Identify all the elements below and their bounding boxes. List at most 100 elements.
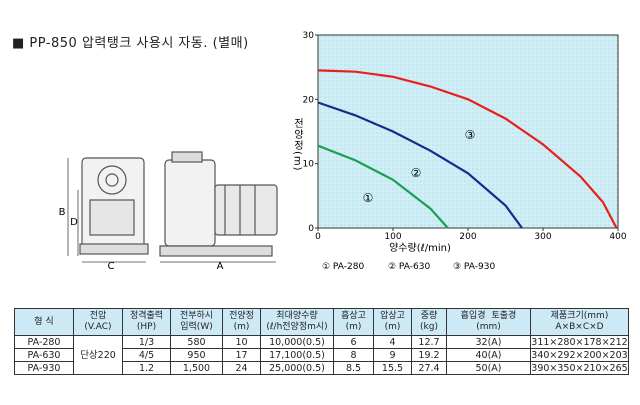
curve xyxy=(317,69,618,229)
curve xyxy=(317,101,523,229)
header-cell: 압상고 (m) xyxy=(373,308,412,336)
drawings: B D C A xyxy=(59,151,278,272)
dimension-label: C xyxy=(108,261,115,272)
x-tick-label: 100 xyxy=(384,232,401,242)
header-text: 전양정 xyxy=(229,311,254,321)
header-text: (kg) xyxy=(420,322,438,332)
y-tick-label: 10 xyxy=(303,160,315,170)
header-text: 압상고 xyxy=(380,311,405,321)
header-cell: 제품크기(mm) A×B×C×D xyxy=(530,308,629,336)
pump-side xyxy=(159,151,278,257)
header-text: (mm) xyxy=(476,322,501,332)
table-cell: 340×292×200×203 xyxy=(530,348,629,362)
header-text: 제품크기(mm) xyxy=(550,311,609,321)
header-cell: 정격출력 (HP) xyxy=(122,308,171,336)
table-cell: PA-930 xyxy=(14,361,74,375)
x-tick-label: 0 xyxy=(315,232,321,242)
header-cell: 전양정 (m) xyxy=(222,308,261,336)
plot-area xyxy=(317,34,619,229)
header-row: 형 식 전압 (V.AC) 정격출력 (HP) 전부하시 입력(W) 전양정 (m) 최대양수량(… xyxy=(14,308,629,336)
pump-front xyxy=(79,157,149,255)
header-text: (m) xyxy=(233,322,250,332)
table-cell: 25,000(0.5) xyxy=(260,361,334,375)
curve-label: ① xyxy=(363,191,374,205)
y-tick-label: 0 xyxy=(308,224,314,234)
header-cell: 전압 (V.AC) xyxy=(73,308,123,336)
header-text: 형 식 xyxy=(34,316,54,327)
x-tick-label: 400 xyxy=(609,232,626,242)
dimension-label: B xyxy=(59,207,66,218)
table-cell: 950 xyxy=(170,348,223,362)
table-cell: 4 xyxy=(373,335,412,349)
header-text: (m) xyxy=(345,322,362,332)
table-cell: 1.2 xyxy=(122,361,171,375)
header-cell: 흡상고 (m) xyxy=(333,308,374,336)
title: ■ PP-850 압력탱크 사용시 자동. (별매) xyxy=(12,36,249,51)
y-axis-label: 전양정(m) xyxy=(292,118,304,172)
table-cell: 311×280×178×212 xyxy=(530,335,629,349)
y-tick-label: 20 xyxy=(303,95,315,105)
curve-label: ③ xyxy=(465,128,476,142)
header-text: 흡상고 xyxy=(341,311,366,321)
x-axis-label: 양수량(ℓ/min) xyxy=(389,242,451,254)
table-row: PA-280 단상220 1/3 580 10 10,000(0.5) 6 4 12.7 32(A… xyxy=(14,335,629,375)
table-cell: PA-630 xyxy=(14,348,74,362)
header-text: 전부하시 xyxy=(179,311,214,321)
table-row: PA-630 4/5 950 17 17,100(0.5) 8 9 19.2 40(A) 340×… xyxy=(14,348,629,362)
header-text: 토출경 xyxy=(491,311,517,321)
dimension-lines xyxy=(67,158,276,263)
header-text: 최대양수량 xyxy=(276,311,318,321)
table-cell: 10,000(0.5) xyxy=(260,335,334,349)
table-cell: 17,100(0.5) xyxy=(260,348,334,362)
table-cell: 24 xyxy=(222,361,261,375)
header-text: (m) xyxy=(384,322,401,332)
legend-entry: ③ PA-930 xyxy=(453,262,495,272)
header-cell: 중량 (kg) xyxy=(411,308,447,336)
header-text: (V.AC) xyxy=(84,322,112,332)
header-cell: 형 식 xyxy=(14,308,74,336)
legend-entry: ① PA-280 xyxy=(322,262,364,272)
y-tick-label: 30 xyxy=(303,31,315,41)
table-cell: 단상220 xyxy=(73,335,123,375)
dimension-label: A xyxy=(217,261,224,272)
x-tick-label: 200 xyxy=(459,232,476,242)
spec-table: 형 식 전압 (V.AC) 정격출력 (HP) 전부하시 입력(W) 전양정 (m) 최대양수량(… xyxy=(14,308,629,375)
legend-entry: ② PA-630 xyxy=(388,262,430,272)
table-cell: 17 xyxy=(222,348,261,362)
table-row: PA-930 1.2 1,500 24 25,000(0.5) 8.5 15.5 27.4 50… xyxy=(14,361,629,375)
header-cell: 흡입경 토출경 (mm) xyxy=(446,308,531,336)
table-cell: 15.5 xyxy=(373,361,412,375)
table-cell: 580 xyxy=(170,335,223,349)
table-cell: 8.5 xyxy=(333,361,374,375)
header-text: 흡입경 xyxy=(460,311,486,321)
table-cell: 40(A) xyxy=(446,348,531,362)
header-text: (HP) xyxy=(136,322,157,332)
table-cell: 8 xyxy=(333,348,374,362)
table-cell: 19.2 xyxy=(411,348,447,362)
x-tick-label: 300 xyxy=(534,232,551,242)
header-text: A×B×C×D xyxy=(555,322,604,332)
table-cell: 6 xyxy=(333,335,374,349)
curve xyxy=(317,144,449,229)
header-text: (ℓ/h전양정m시) xyxy=(266,322,328,332)
table-cell: 9 xyxy=(373,348,412,362)
header-text: 중량 xyxy=(420,311,438,321)
table-cell: 390×350×210×265 xyxy=(530,361,629,375)
curve-label: ② xyxy=(411,166,422,180)
table-cell: 32(A) xyxy=(446,335,531,349)
table-cell: 10 xyxy=(222,335,261,349)
table-cell: 27.4 xyxy=(411,361,447,375)
dimension-label: D xyxy=(70,217,78,228)
header-text: 전압 xyxy=(89,311,107,321)
header-text: 정격출력 xyxy=(129,311,164,321)
table-cell: 12.7 xyxy=(411,335,447,349)
table-cell: 1/3 xyxy=(122,335,171,349)
header-cell: 전부하시 입력(W) xyxy=(170,308,223,336)
table-cell: 1,500 xyxy=(170,361,223,375)
header-cell: 최대양수량 (ℓ/h전양정m시) xyxy=(260,308,334,336)
table-cell: 50(A) xyxy=(446,361,531,375)
table-cell: PA-280 xyxy=(14,335,74,349)
header-text: 입력(W) xyxy=(180,322,213,332)
